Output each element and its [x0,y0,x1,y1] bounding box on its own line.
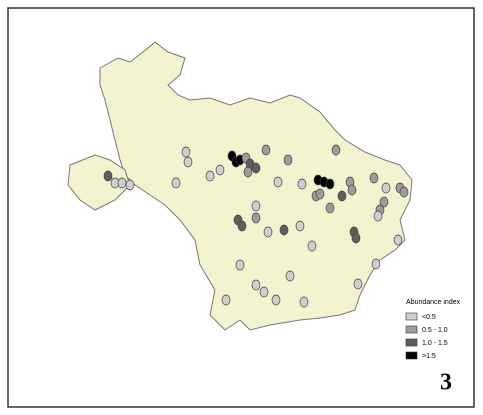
site [243,166,253,178]
site [103,170,113,182]
site [237,220,247,232]
site [215,164,225,176]
site [393,234,403,246]
site [297,178,307,190]
site [273,176,283,188]
legend-label: <0.5 [422,314,436,321]
site [381,182,391,194]
site [371,258,381,270]
legend: <0.5 0.5 - 1.0 1.0 - 1.5 >1.5 [405,312,448,360]
site [259,286,269,298]
site [117,177,127,189]
site [331,144,341,156]
site [263,226,273,238]
site [379,196,389,208]
legend-label: 0.5 - 1.0 [422,327,448,334]
legend-swatch [405,351,418,360]
site [125,179,135,191]
legend-swatch [405,325,418,334]
site [261,144,271,156]
legend-title: Abundance index [406,299,461,306]
site [325,178,335,190]
site [181,146,191,158]
site [295,220,305,232]
site [251,162,261,174]
legend-label: 1.0 - 1.5 [422,340,448,347]
site [299,296,309,308]
site [251,279,261,291]
site [251,200,261,212]
region [99,41,413,331]
site [353,278,363,290]
site [325,202,335,214]
site [271,294,281,306]
region-west [67,154,131,211]
site [283,154,293,166]
site [251,212,261,224]
site [221,294,231,306]
site [369,172,379,184]
site [279,224,289,236]
site [337,190,347,202]
legend-label: >1.5 [422,353,436,360]
site [373,210,383,222]
legend-swatch [405,338,418,347]
site [235,259,245,271]
site [183,156,193,168]
legend-swatch [405,312,418,321]
site [315,188,325,200]
site [351,232,361,244]
sites [103,144,409,308]
site [347,184,357,196]
site [399,186,409,198]
site [307,240,317,252]
site [285,270,295,282]
site [171,177,181,189]
panel-label: 3 [440,370,452,396]
site [205,170,215,182]
